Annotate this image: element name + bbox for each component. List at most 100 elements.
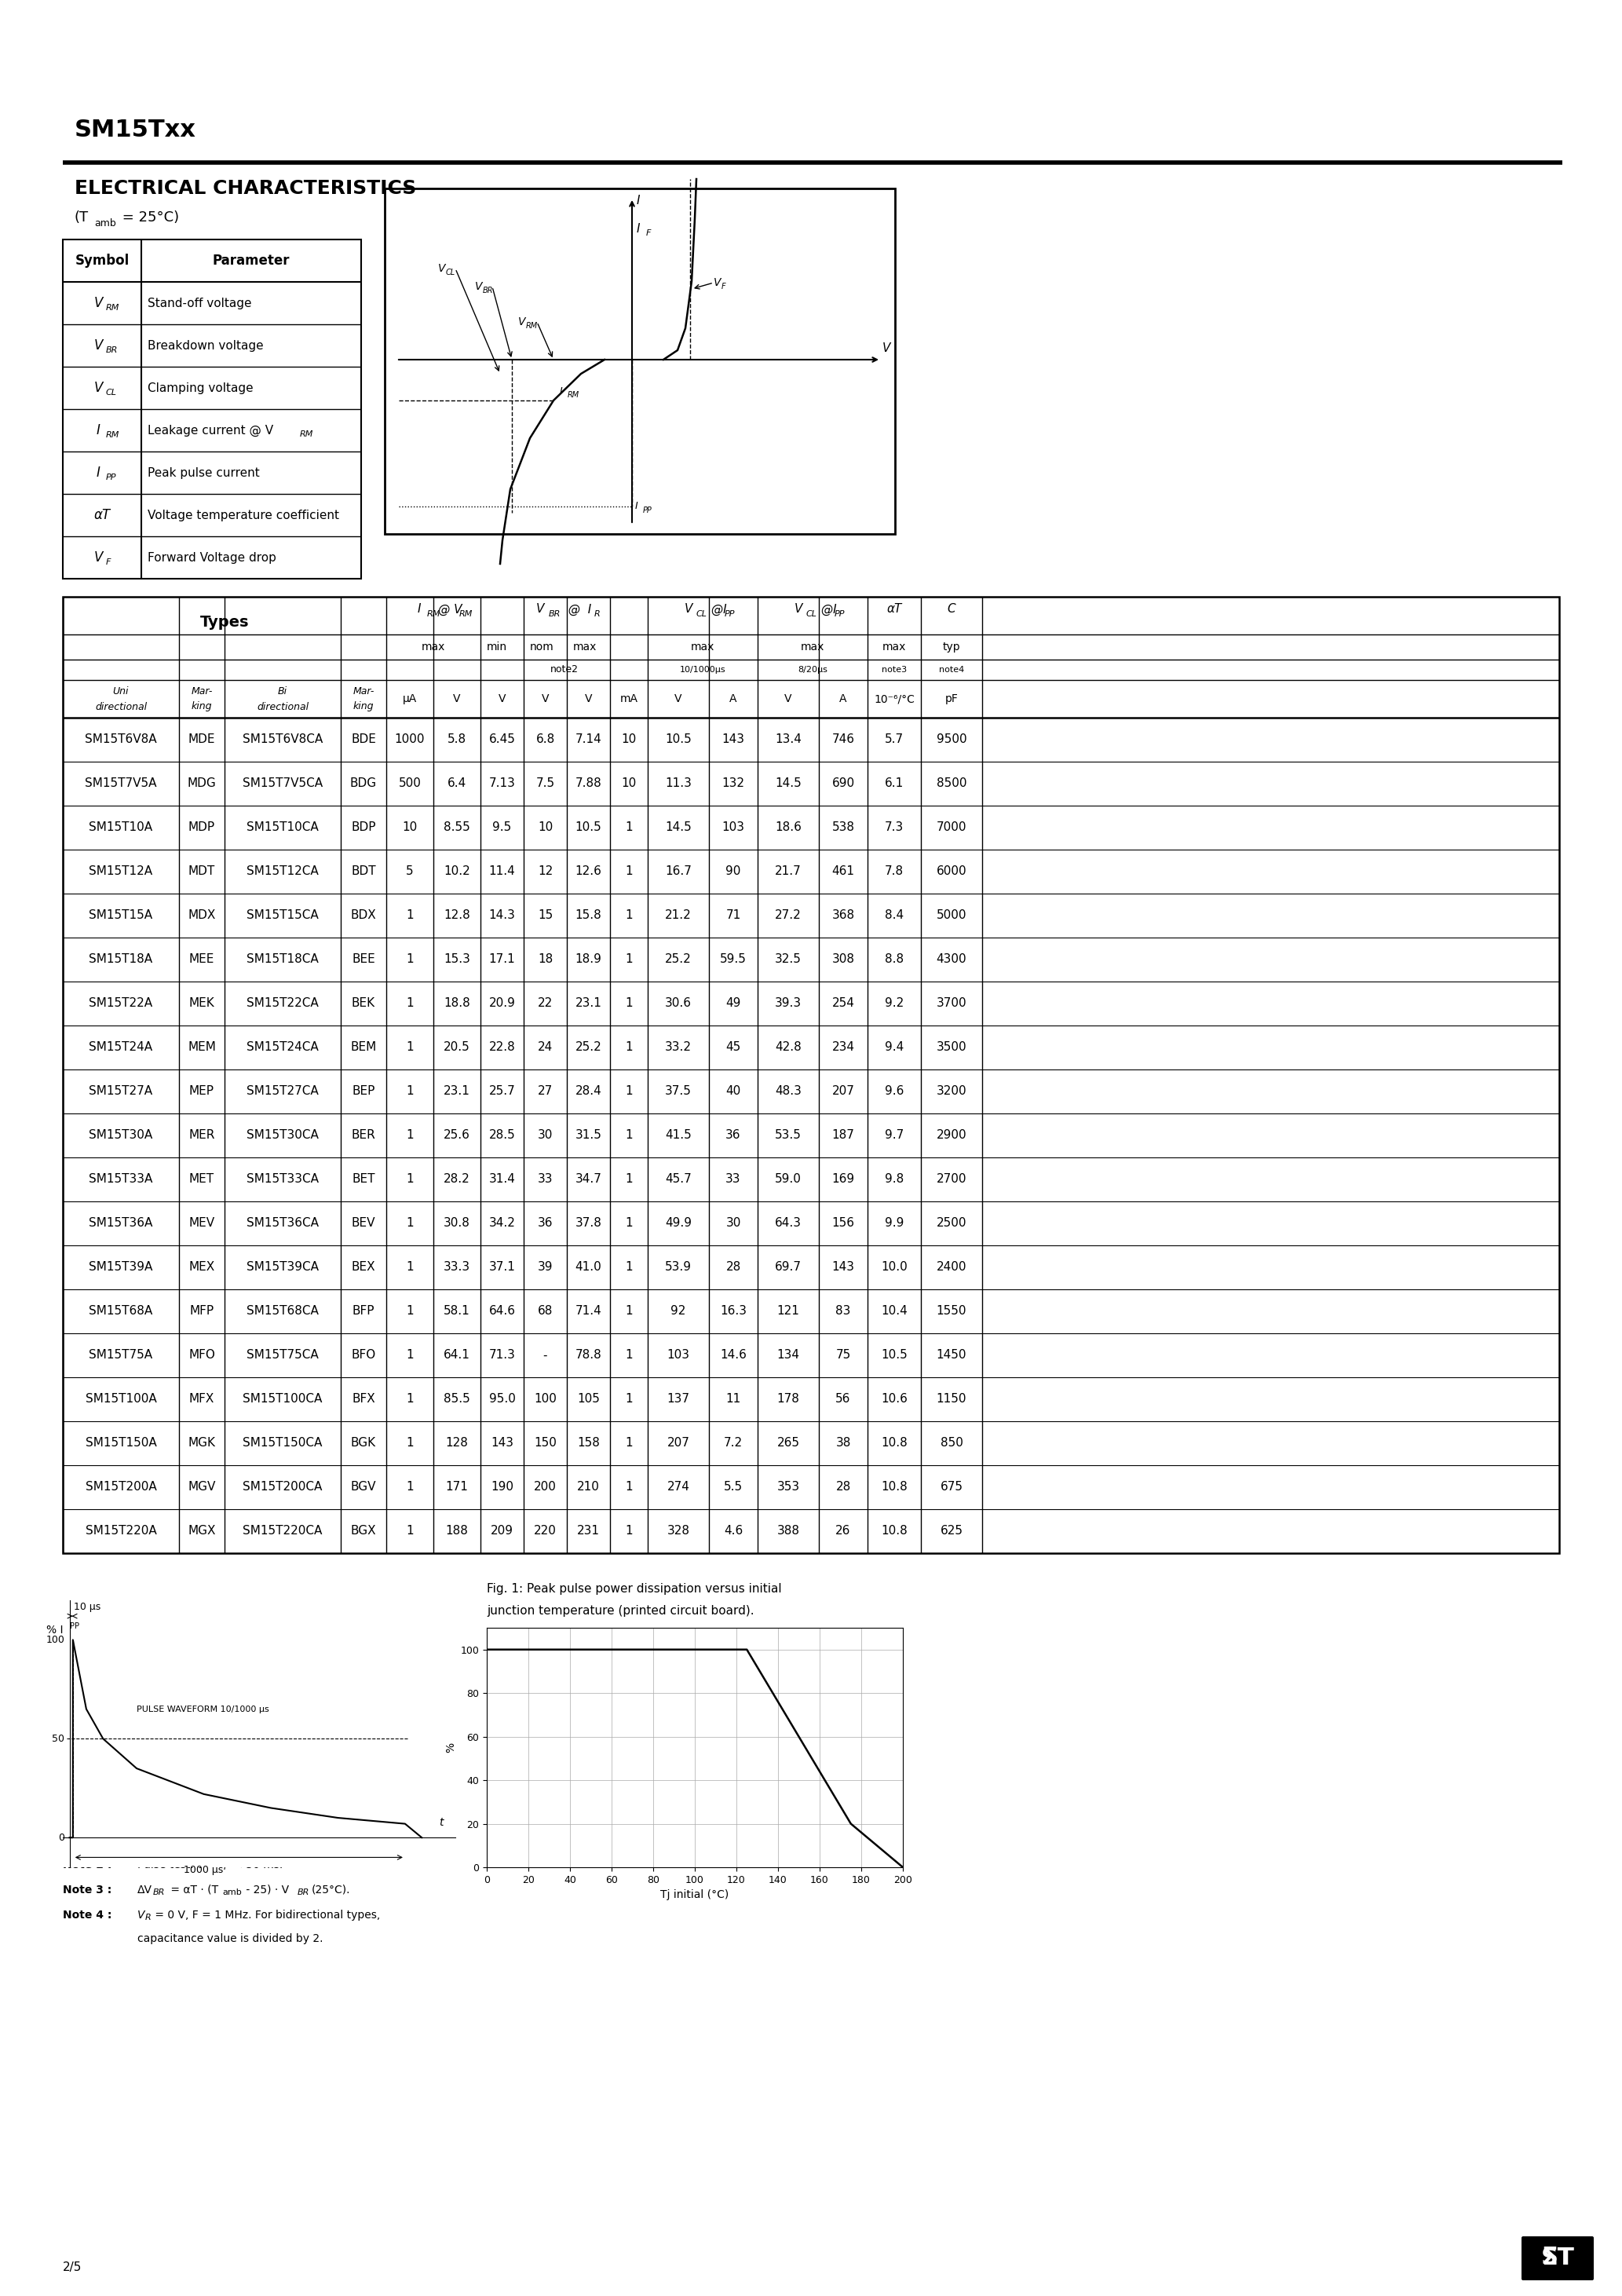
Text: 56: 56 — [835, 1394, 852, 1405]
Text: F: F — [722, 282, 727, 292]
Text: 7.13: 7.13 — [488, 778, 516, 790]
Text: 20.5: 20.5 — [444, 1042, 470, 1054]
Text: 150: 150 — [534, 1437, 556, 1449]
Text: 220: 220 — [534, 1525, 556, 1536]
Text: Mar-: Mar- — [191, 687, 212, 696]
Text: 190: 190 — [491, 1481, 514, 1492]
Text: 461: 461 — [832, 866, 855, 877]
Text: ΣT: ΣT — [1541, 2248, 1573, 2271]
Text: 1: 1 — [406, 1306, 414, 1318]
Text: 37.8: 37.8 — [576, 1217, 602, 1228]
Text: MGX: MGX — [188, 1525, 216, 1536]
Text: 5: 5 — [406, 866, 414, 877]
Text: BEV: BEV — [352, 1217, 375, 1228]
Text: 18: 18 — [537, 953, 553, 964]
Text: 6.4: 6.4 — [448, 778, 467, 790]
Text: BEE: BEE — [352, 953, 375, 964]
Text: 10: 10 — [621, 735, 636, 746]
Text: note4: note4 — [939, 666, 963, 673]
Text: SM15T39CA: SM15T39CA — [247, 1261, 320, 1274]
Text: 59.0: 59.0 — [775, 1173, 801, 1185]
Text: 28.2: 28.2 — [444, 1173, 470, 1185]
Text: SM15T22CA: SM15T22CA — [247, 999, 318, 1010]
Text: 14.6: 14.6 — [720, 1350, 746, 1362]
Text: Clamping voltage: Clamping voltage — [148, 381, 253, 395]
Text: PP: PP — [725, 611, 735, 618]
Text: = 25°C): = 25°C) — [118, 211, 178, 225]
Text: 1450: 1450 — [936, 1350, 967, 1362]
Text: MEP: MEP — [190, 1086, 214, 1097]
Text: 21.2: 21.2 — [665, 909, 691, 921]
Text: 30: 30 — [725, 1217, 741, 1228]
Text: 2/5: 2/5 — [63, 2262, 83, 2273]
Text: 28: 28 — [725, 1261, 741, 1274]
Text: 17.1: 17.1 — [488, 953, 516, 964]
Text: SM15T68CA: SM15T68CA — [247, 1306, 318, 1318]
Text: 71.3: 71.3 — [488, 1350, 516, 1362]
Text: V: V — [94, 381, 102, 395]
Text: 1550: 1550 — [936, 1306, 967, 1318]
Text: MFX: MFX — [190, 1394, 214, 1405]
Text: 20.9: 20.9 — [488, 999, 516, 1010]
Text: 10: 10 — [537, 822, 553, 833]
Text: 49: 49 — [725, 999, 741, 1010]
Text: 265: 265 — [777, 1437, 800, 1449]
Text: note3: note3 — [882, 666, 907, 673]
Text: SM15T220CA: SM15T220CA — [243, 1525, 323, 1536]
Text: 28.5: 28.5 — [488, 1130, 516, 1141]
Text: 10: 10 — [402, 822, 417, 833]
Text: 690: 690 — [832, 778, 855, 790]
Text: 1: 1 — [624, 1437, 633, 1449]
Text: SM15T75CA: SM15T75CA — [247, 1350, 318, 1362]
Text: V: V — [94, 551, 102, 565]
Text: 7.5: 7.5 — [535, 778, 555, 790]
Text: V: V — [584, 693, 592, 705]
Text: max: max — [801, 641, 824, 652]
Text: 7.88: 7.88 — [576, 778, 602, 790]
Text: BR: BR — [297, 1890, 310, 1896]
Text: 50: 50 — [52, 1733, 65, 1745]
Text: BGV: BGV — [350, 1481, 376, 1492]
Text: Uni: Uni — [114, 687, 130, 696]
Text: 18.6: 18.6 — [775, 822, 801, 833]
Text: 2900: 2900 — [936, 1130, 967, 1141]
Text: BEX: BEX — [352, 1261, 376, 1274]
Text: min: min — [487, 641, 508, 652]
Text: 15: 15 — [537, 909, 553, 921]
Text: 45.7: 45.7 — [665, 1173, 691, 1185]
Text: 2500: 2500 — [936, 1217, 967, 1228]
Text: 1: 1 — [406, 1350, 414, 1362]
Text: 33.2: 33.2 — [665, 1042, 691, 1054]
Text: SM15T36A: SM15T36A — [89, 1217, 152, 1228]
Text: Fig. 1: Peak pulse power dissipation versus initial: Fig. 1: Peak pulse power dissipation ver… — [487, 1582, 782, 1596]
Text: 7.2: 7.2 — [723, 1437, 743, 1449]
Text: RM: RM — [526, 321, 539, 331]
Text: 10.6: 10.6 — [881, 1394, 908, 1405]
Text: % I: % I — [47, 1626, 63, 1635]
Text: 1: 1 — [406, 1481, 414, 1492]
Text: 1: 1 — [624, 1394, 633, 1405]
Text: MET: MET — [190, 1173, 214, 1185]
Text: 59.5: 59.5 — [720, 953, 746, 964]
Text: SM15T100CA: SM15T100CA — [243, 1394, 323, 1405]
Text: amb: amb — [94, 218, 117, 227]
Bar — [1523, 2239, 1593, 2278]
Text: 83: 83 — [835, 1306, 852, 1318]
Text: king: king — [191, 703, 212, 712]
Text: @I: @I — [707, 604, 727, 615]
Text: 1: 1 — [624, 1173, 633, 1185]
Text: 254: 254 — [832, 999, 855, 1010]
Text: F: F — [646, 230, 650, 236]
Text: SM15T220A: SM15T220A — [86, 1525, 157, 1536]
Text: 134: 134 — [777, 1350, 800, 1362]
Text: 6.45: 6.45 — [488, 735, 516, 746]
Text: 9.6: 9.6 — [884, 1086, 903, 1097]
Text: I: I — [96, 422, 101, 436]
Text: BFP: BFP — [352, 1306, 375, 1318]
Text: Note 3 :: Note 3 : — [63, 1885, 112, 1896]
Text: SM15T12A: SM15T12A — [89, 866, 152, 877]
Text: @I: @I — [817, 604, 837, 615]
Text: RM: RM — [568, 390, 579, 400]
Text: @  I: @ I — [561, 604, 592, 615]
Text: 9.4: 9.4 — [884, 1042, 903, 1054]
